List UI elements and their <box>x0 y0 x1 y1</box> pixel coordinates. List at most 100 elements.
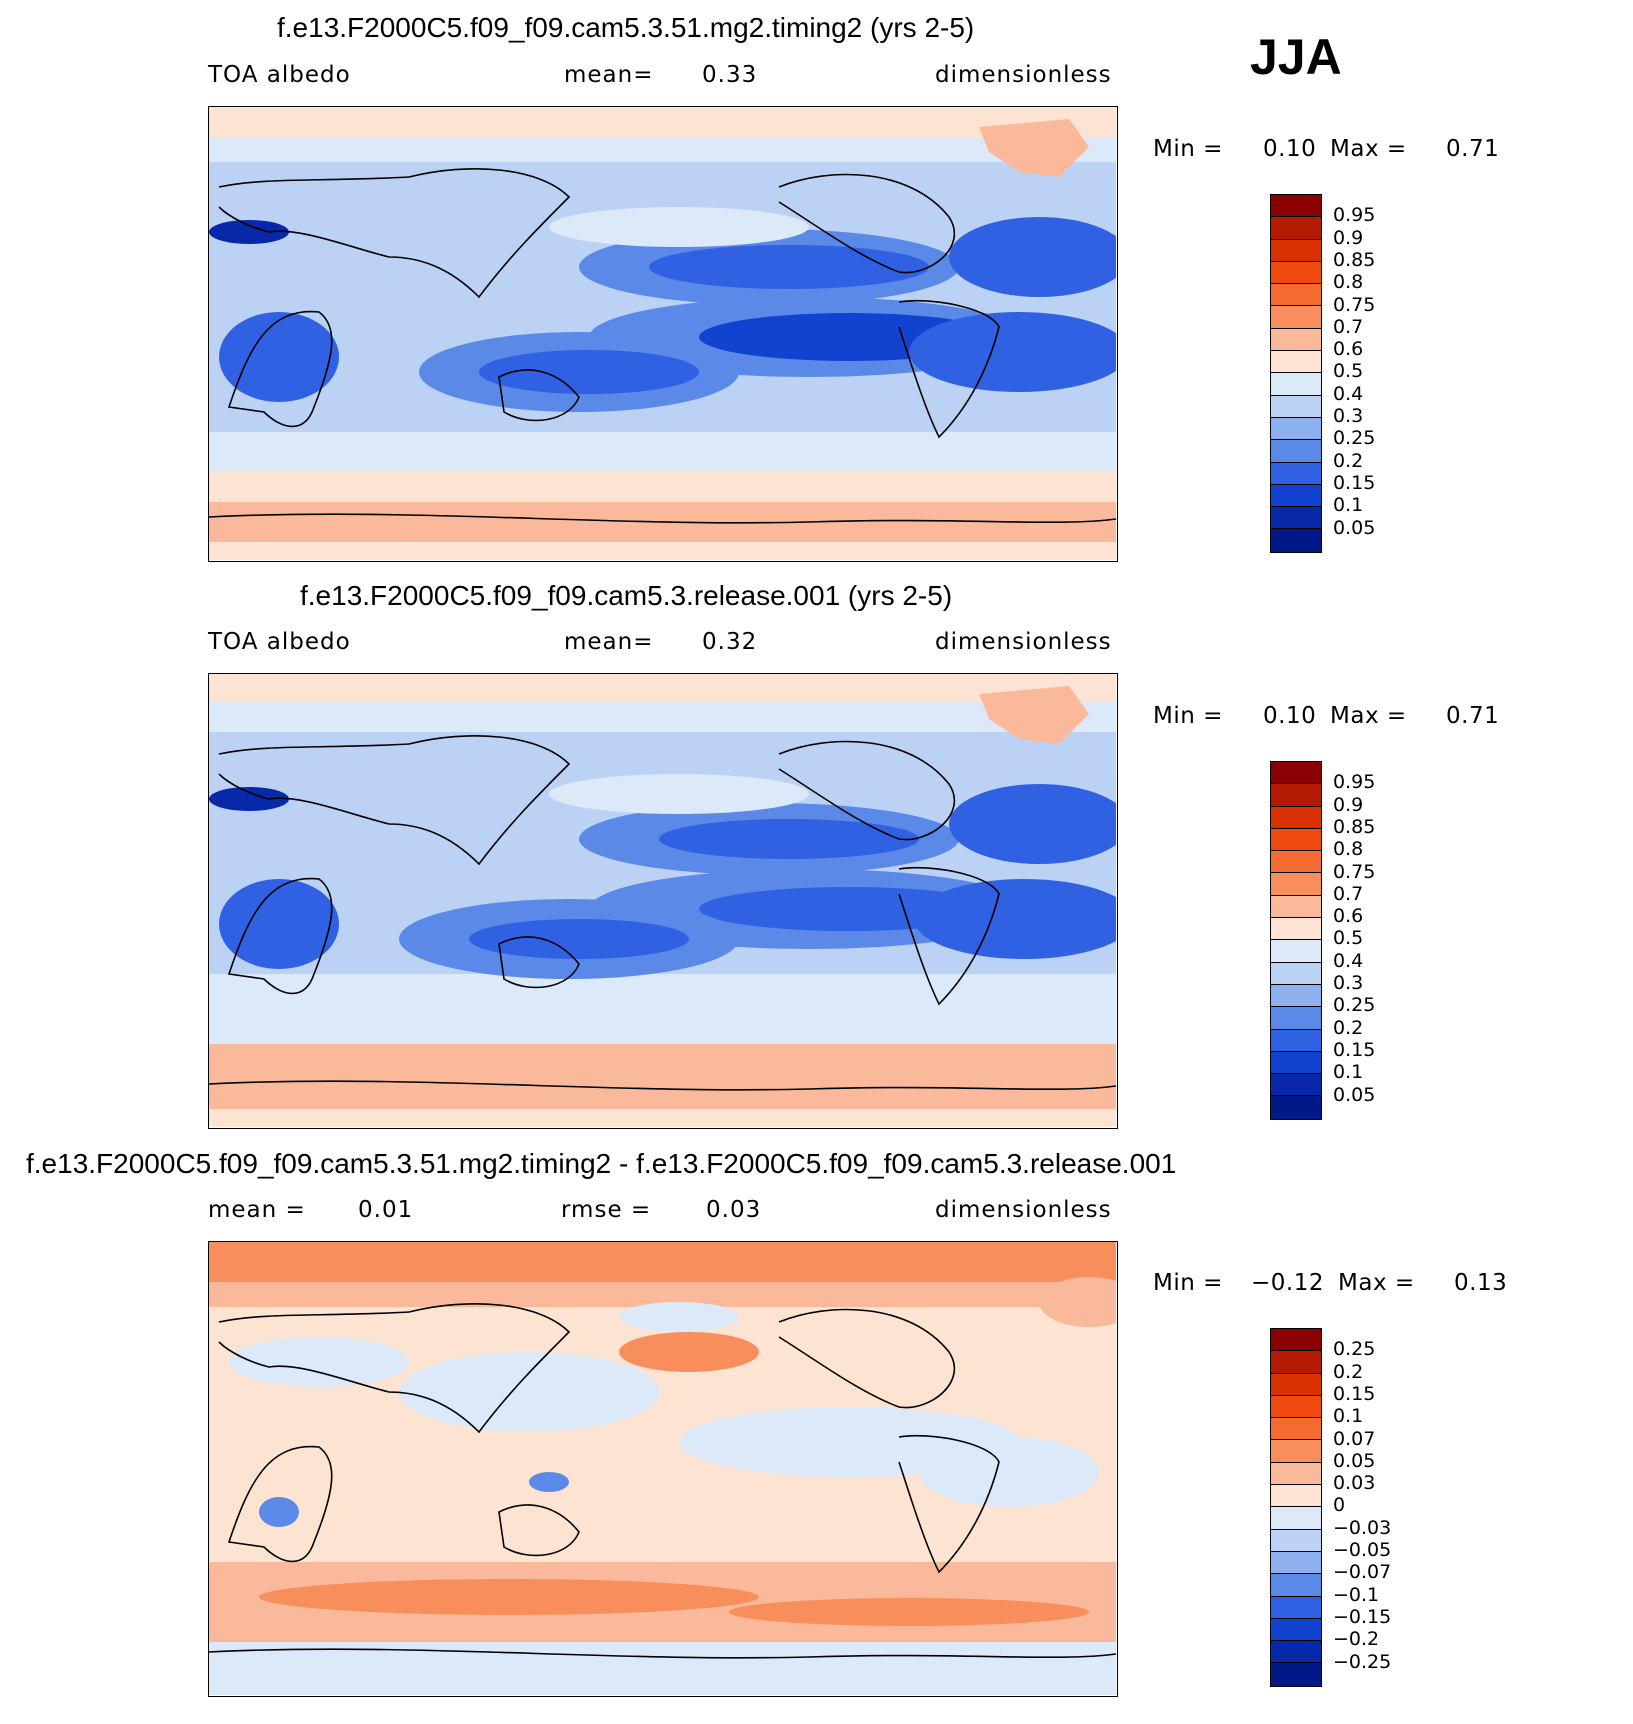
colorbar-swatch <box>1271 1074 1321 1097</box>
colorbar-tick-label: 0.25 <box>1333 1338 1376 1361</box>
panel3-map-field <box>209 1242 1116 1695</box>
panel2-max-label: Max = <box>1330 703 1407 729</box>
colorbar-swatch <box>1271 851 1321 874</box>
colorbar-tick-label: 0.15 <box>1333 1038 1376 1061</box>
colorbar-swatch <box>1271 462 1321 485</box>
colorbar-tick-label: 0.3 <box>1333 972 1364 994</box>
season-label: JJA <box>1250 29 1342 85</box>
colorbar-swatch <box>1271 1351 1321 1374</box>
panel3-min-value: −0.12 <box>1251 1270 1324 1296</box>
panel1-variable-label: TOA albedo <box>208 62 351 88</box>
colorbar-tick-label: 0.8 <box>1333 838 1364 861</box>
colorbar-tick-label: 0.85 <box>1333 248 1376 271</box>
colorbar-tick-label: −0.25 <box>1333 1650 1392 1673</box>
colorbar-tick-label: −0.05 <box>1333 1539 1392 1561</box>
colorbar-swatch <box>1271 895 1321 919</box>
colorbar-swatch <box>1271 1007 1321 1030</box>
panel1-max-label: Max = <box>1330 136 1407 162</box>
panel1-colorbar-swatches <box>1271 195 1321 552</box>
colorbar-tick-label: 0.9 <box>1333 226 1364 249</box>
colorbar-tick-label: 0.1 <box>1333 494 1364 517</box>
colorbar-tick-label: 0.2 <box>1333 1016 1364 1039</box>
colorbar-tick-label: 0.25 <box>1333 994 1376 1017</box>
colorbar-tick-label: 0.9 <box>1333 793 1364 816</box>
panel2-variable-label: TOA albedo <box>208 629 351 655</box>
panel1-units: dimensionless <box>935 62 1112 88</box>
colorbar-tick-label: 0.2 <box>1333 1360 1364 1383</box>
colorbar-tick-label: 0 <box>1333 1494 1346 1517</box>
colorbar-swatch <box>1271 1395 1321 1419</box>
colorbar-swatch <box>1271 395 1321 418</box>
panel2-colorbar <box>1270 761 1322 1120</box>
colorbar-tick-label: 0.7 <box>1333 882 1364 905</box>
colorbar-swatch <box>1271 1529 1321 1552</box>
panel1-min-label: Min = <box>1153 136 1223 162</box>
colorbar-tick-label: −0.1 <box>1333 1583 1380 1606</box>
panel2-mean-label: mean= <box>564 629 654 655</box>
panel3-max-value: 0.13 <box>1454 1270 1508 1296</box>
panel2-max-value: 0.71 <box>1446 703 1500 729</box>
colorbar-swatch <box>1271 328 1321 352</box>
colorbar-swatch <box>1271 828 1321 852</box>
colorbar-swatch <box>1271 784 1321 807</box>
panel3-max-label: Max = <box>1338 1270 1415 1296</box>
colorbar-tick-label: 0.2 <box>1333 449 1364 472</box>
panel3-rmse-value: 0.03 <box>706 1197 762 1223</box>
colorbar-swatch <box>1271 1029 1321 1052</box>
colorbar-tick-label: 0.85 <box>1333 815 1376 838</box>
panel2-map <box>208 673 1118 1129</box>
panel3-min-label: Min = <box>1153 1270 1223 1296</box>
colorbar-swatch <box>1271 1641 1321 1664</box>
colorbar-swatch <box>1271 440 1321 463</box>
colorbar-tick-label: 0.95 <box>1333 771 1376 794</box>
colorbar-swatch <box>1271 1462 1321 1486</box>
colorbar-tick-label: 0.6 <box>1333 905 1364 928</box>
colorbar-tick-label: 0.07 <box>1333 1427 1376 1450</box>
panel1-min-value: 0.10 <box>1263 136 1317 162</box>
panel3-map <box>208 1241 1118 1697</box>
colorbar-tick-label: 0.05 <box>1333 516 1376 539</box>
panel1-mean-label: mean= <box>564 62 654 88</box>
panel1-colorbar <box>1270 194 1322 553</box>
panel2-title: f.e13.F2000C5.f09_f09.cam5.3.release.001… <box>300 580 953 611</box>
colorbar-swatch <box>1271 918 1321 941</box>
panel1-map <box>208 106 1118 562</box>
colorbar-swatch <box>1271 351 1321 374</box>
colorbar-swatch <box>1271 306 1321 329</box>
colorbar-tick-label: 0.5 <box>1333 927 1364 950</box>
colorbar-tick-label: −0.15 <box>1333 1605 1392 1628</box>
panel3-colorbar <box>1270 1328 1322 1687</box>
colorbar-tick-label: 0.05 <box>1333 1449 1376 1472</box>
colorbar-swatch <box>1271 940 1321 963</box>
colorbar-swatch <box>1271 239 1321 262</box>
colorbar-swatch <box>1271 1096 1321 1119</box>
colorbar-swatch <box>1271 984 1321 1008</box>
colorbar-tick-label: 0.75 <box>1333 293 1376 316</box>
colorbar-tick-label: 0.25 <box>1333 427 1376 450</box>
panel1-title: f.e13.F2000C5.f09_f09.cam5.3.51.mg2.timi… <box>277 12 975 43</box>
colorbar-tick-label: 0.6 <box>1333 338 1364 361</box>
colorbar-swatch <box>1271 873 1321 896</box>
panel1-max-value: 0.71 <box>1446 136 1500 162</box>
panel1-mean-value: 0.33 <box>702 62 758 88</box>
panel3-mean-value: 0.01 <box>358 1197 414 1223</box>
colorbar-swatch <box>1271 1618 1321 1642</box>
colorbar-swatch <box>1271 217 1321 240</box>
panel2-min-label: Min = <box>1153 703 1223 729</box>
colorbar-swatch <box>1271 962 1321 985</box>
colorbar-tick-label: −0.07 <box>1333 1561 1392 1584</box>
colorbar-swatch <box>1271 806 1321 829</box>
colorbar-tick-label: 0.3 <box>1333 405 1364 427</box>
panel2-min-value: 0.10 <box>1263 703 1317 729</box>
colorbar-swatch <box>1271 529 1321 552</box>
panel1-map-field <box>209 107 1116 560</box>
panel3-units: dimensionless <box>935 1197 1112 1223</box>
colorbar-swatch <box>1271 284 1321 307</box>
colorbar-swatch <box>1271 1329 1321 1352</box>
colorbar-swatch <box>1271 762 1321 785</box>
colorbar-swatch <box>1271 195 1321 218</box>
colorbar-tick-label: −0.03 <box>1333 1516 1392 1539</box>
colorbar-swatch <box>1271 1551 1321 1575</box>
colorbar-tick-label: 0.7 <box>1333 315 1364 338</box>
colorbar-swatch <box>1271 1418 1321 1441</box>
